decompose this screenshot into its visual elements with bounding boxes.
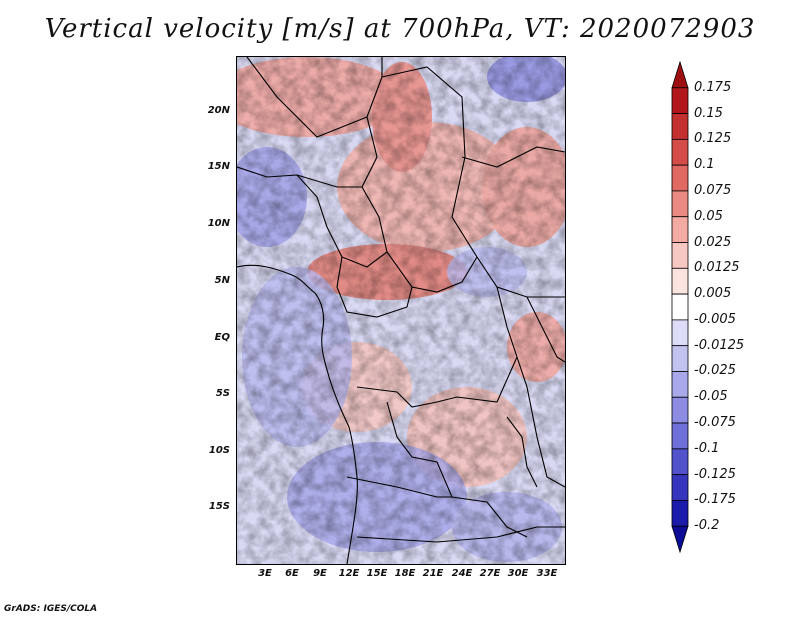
lat-label-5n: 5N [214,275,230,286]
colorbar-segment [671,319,689,347]
colorbar-level-label: 0.125 [694,131,732,147]
grads-credit: GrADS: IGES/COLA [4,604,98,614]
colorbar-segment [671,474,689,501]
lat-label-15s: 15S [208,501,230,512]
colorbar-segment [671,87,689,114]
colorbar-level-label: 0.05 [694,208,723,224]
colorbar-segment [671,371,689,398]
lon-label-24e: 24E [451,568,473,579]
colorbar-level-label: 0.15 [694,105,723,121]
colorbar-segment [671,216,689,243]
colorbar-level-label: -0.025 [694,363,736,379]
country-borders [237,57,565,564]
colorbar-segment [671,190,689,218]
colorbar-level-label: -0.005 [694,311,736,327]
colorbar-level-label: -0.075 [694,415,736,431]
colorbar-segment [671,500,689,527]
lat-label-10s: 10S [208,445,230,456]
colorbar-level-label: -0.125 [694,466,736,482]
lon-label-6e: 6E [285,568,299,579]
colorbar-segment [671,60,689,89]
lat-label-15n: 15N [207,161,230,172]
lat-label-eq: EQ [214,332,230,343]
lon-label-15e: 15E [366,568,388,579]
colorbar-segment [671,448,689,476]
colorbar-level-label: 0.175 [694,79,732,95]
colorbar [671,60,689,554]
lon-label-30e: 30E [507,568,529,579]
lat-label-10n: 10N [207,218,230,229]
colorbar-level-label: 0.0125 [694,260,740,276]
colorbar-level-label: 0.005 [694,286,732,302]
colorbar-segment [671,345,689,372]
lon-label-12e: 12E [338,568,360,579]
lat-label-5s: 5S [215,388,230,399]
map-panel [236,56,566,565]
lat-label-20n: 20N [207,105,230,116]
colorbar-segment [671,525,689,554]
colorbar-segment [671,422,689,450]
lon-label-18e: 18E [394,568,416,579]
lon-label-27e: 27E [479,568,501,579]
field-texture-blue [237,57,565,564]
lon-label-9e: 9E [313,568,327,579]
lon-label-21e: 21E [422,568,444,579]
lon-label-33e: 33E [536,568,558,579]
colorbar-segment [671,396,689,424]
colorbar-segment [671,138,689,166]
colorbar-segment [671,242,689,269]
colorbar-segment [671,113,689,140]
colorbar-level-label: -0.05 [694,389,728,405]
colorbar-level-label: -0.1 [694,440,720,456]
colorbar-level-label: 0.075 [694,182,732,198]
lon-label-3e: 3E [258,568,272,579]
colorbar-level-label: 0.1 [694,157,715,173]
colorbar-level-label: 0.025 [694,234,732,250]
colorbar-segment [671,293,689,321]
colorbar-level-label: -0.0125 [694,337,745,353]
chart-title: Vertical velocity [m/s] at 700hPa, VT: 2… [44,14,756,44]
map-field-svg [237,57,565,564]
colorbar-level-label: -0.175 [694,492,736,508]
colorbar-segment [671,164,689,192]
colorbar-segment [671,267,689,295]
colorbar-level-label: -0.2 [694,518,720,534]
